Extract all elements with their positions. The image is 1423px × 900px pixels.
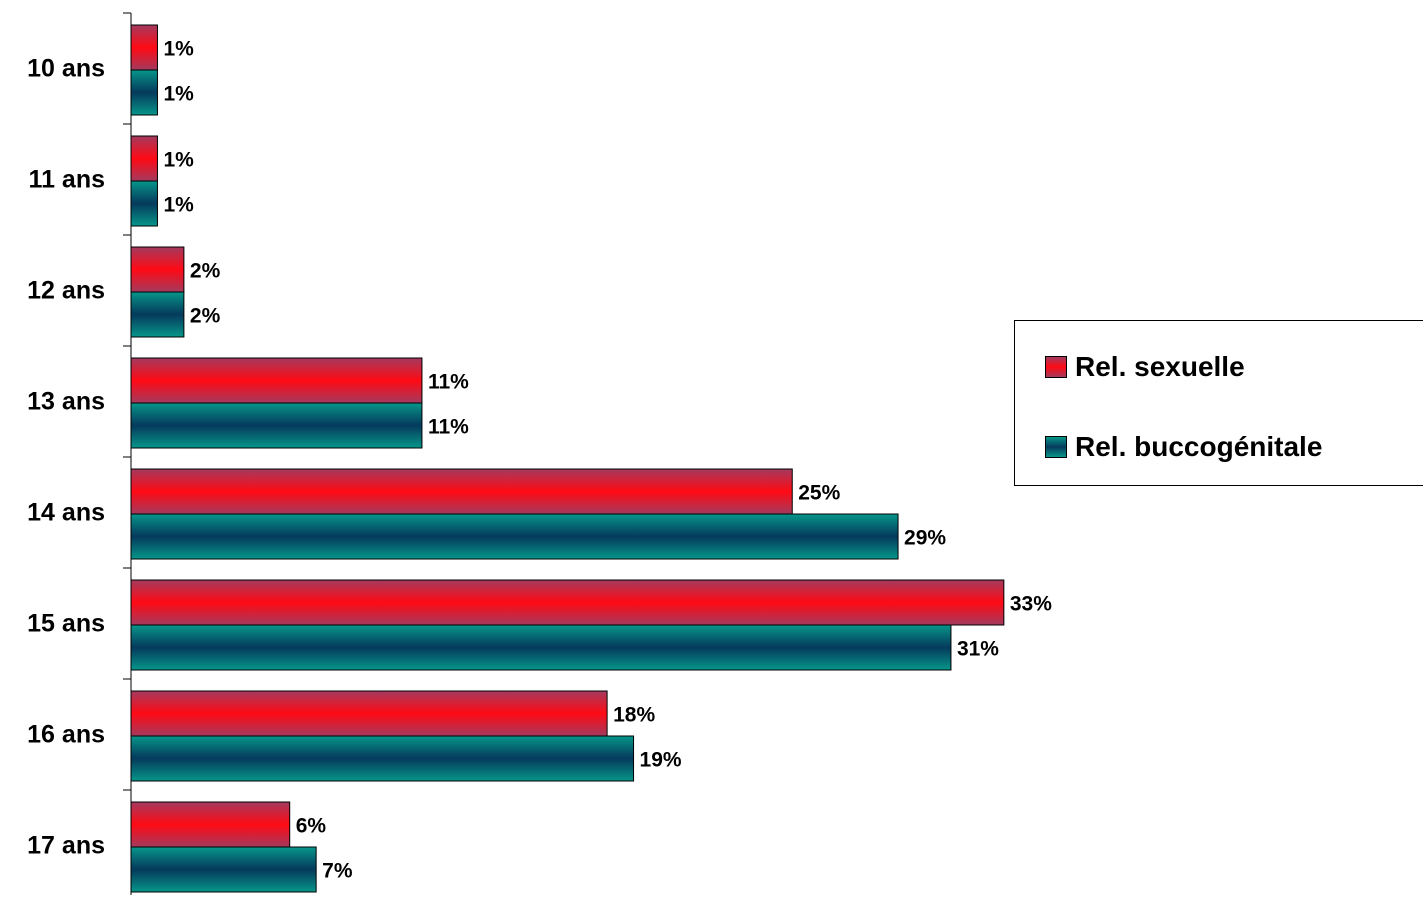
bar-rel-buccogenitale: [130, 735, 635, 782]
bar-rel-sexuelle: [130, 468, 793, 515]
bar-rel-sexuelle: [130, 135, 158, 182]
category-tick-label: 17 ans: [27, 832, 105, 860]
data-label: 6%: [296, 815, 327, 838]
category-tick-label: 16 ans: [27, 721, 105, 749]
data-label: 29%: [904, 527, 946, 550]
bar-rel-buccogenitale: [130, 846, 317, 893]
legend-item-rel-buccogenitale: Rel. buccogénitale: [1045, 431, 1322, 463]
bar-rel-sexuelle: [130, 357, 423, 404]
bar-rel-sexuelle: [130, 690, 608, 737]
legend-swatch-teal: [1045, 436, 1067, 458]
data-labels: 10 ans 1% 1% 11 ans 1% 1% 12 ans 2% 2% 13 ans 11% 1…: [27, 38, 1052, 883]
bar-rel-buccogenitale: [130, 291, 185, 338]
data-label: 7%: [322, 860, 353, 883]
bar-rel-sexuelle: [130, 24, 158, 71]
bar-rel-buccogenitale: [130, 180, 158, 227]
bar-rel-buccogenitale: [130, 69, 158, 116]
category-tick-label: 12 ans: [27, 277, 105, 305]
data-label: 2%: [190, 260, 221, 283]
data-label: 25%: [798, 482, 840, 505]
data-label: 31%: [957, 638, 999, 661]
category-tick-label: 14 ans: [27, 499, 105, 527]
legend-item-rel-sexuelle: Rel. sexuelle: [1045, 351, 1245, 383]
data-label: 1%: [163, 149, 194, 172]
data-label: 2%: [190, 305, 221, 328]
legend: Rel. sexuelle Rel. buccogénitale: [1014, 320, 1423, 486]
bar-rel-buccogenitale: [130, 402, 423, 449]
category-tick-label: 15 ans: [27, 610, 105, 638]
y-axis: [123, 12, 132, 895]
data-label: 1%: [163, 38, 194, 61]
data-label: 11%: [428, 371, 469, 394]
bars: [130, 24, 1005, 893]
data-label: 33%: [1010, 593, 1052, 616]
bar-rel-buccogenitale: [130, 513, 899, 560]
data-label: 11%: [428, 416, 469, 439]
data-label: 1%: [163, 83, 194, 106]
category-tick-label: 13 ans: [27, 388, 105, 416]
legend-label: Rel. sexuelle: [1075, 351, 1245, 382]
data-label: 18%: [613, 704, 655, 727]
data-label: 19%: [640, 749, 682, 772]
bar-rel-sexuelle: [130, 579, 1005, 626]
category-tick-label: 11 ans: [29, 166, 105, 194]
bar-rel-sexuelle: [130, 246, 185, 293]
category-tick-label: 10 ans: [27, 55, 105, 83]
legend-label: Rel. buccogénitale: [1075, 431, 1323, 462]
legend-swatch-red: [1045, 356, 1067, 378]
data-label: 1%: [163, 194, 194, 217]
bar-rel-buccogenitale: [130, 624, 952, 671]
bar-rel-sexuelle: [130, 801, 291, 848]
